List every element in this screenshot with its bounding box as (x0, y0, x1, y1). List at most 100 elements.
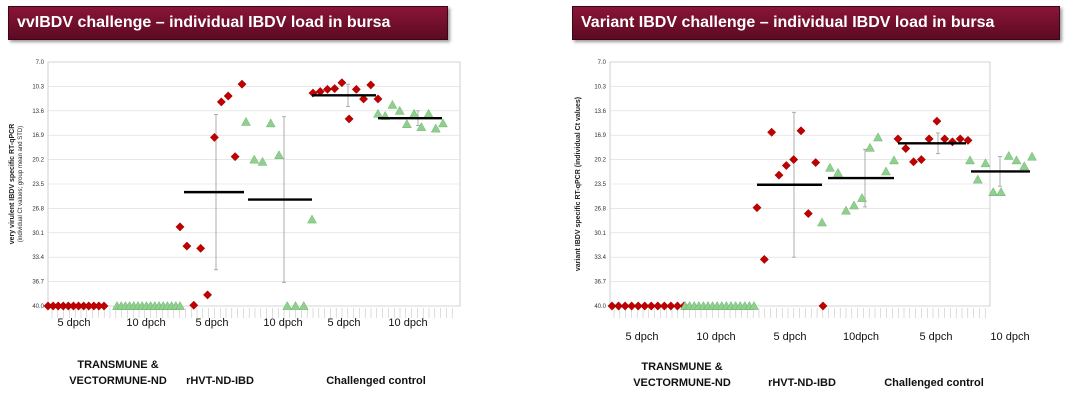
data-point-triangle (290, 301, 301, 310)
y-tick-label: 10.3 (32, 84, 44, 90)
data-point-diamond (237, 79, 247, 89)
x-group-label: VECTORMUNE-ND (633, 377, 731, 389)
data-point-diamond (99, 301, 109, 311)
x-category-label: 5 dpch (773, 331, 806, 343)
chart-title: vvIBDV challenge – individual IBDV load … (8, 6, 448, 40)
x-group-label: rHVT-ND-IBD (186, 375, 254, 387)
y-tick-label: 40.0 (594, 304, 606, 310)
data-point-diamond (752, 203, 762, 213)
y-tick-label: 16.9 (32, 133, 44, 139)
y-tick-label: 13.6 (32, 109, 44, 115)
x-group-label: VECTORMUNE-ND (69, 375, 167, 387)
y-tick-label: 23.5 (594, 182, 606, 188)
x-category-label: 10 dpch (990, 331, 1029, 343)
data-point-triangle (1011, 155, 1022, 165)
x-group-label: TRANSMUNE & (77, 359, 158, 371)
data-point-triangle (274, 150, 284, 159)
y-tick-label: 26.8 (594, 206, 606, 212)
data-point-diamond (196, 243, 206, 253)
data-point-triangle (849, 200, 859, 210)
data-point-diamond (767, 127, 777, 137)
data-point-diamond (789, 155, 799, 165)
data-point-triangle (298, 301, 309, 310)
y-tick-label: 16.9 (594, 133, 606, 139)
data-point-diamond (666, 301, 676, 311)
data-point-diamond (175, 222, 185, 232)
data-point-triangle (257, 156, 268, 166)
data-point-diamond (614, 301, 624, 311)
data-point-diamond (322, 84, 332, 94)
data-point-diamond (803, 209, 813, 219)
data-point-triangle (980, 158, 991, 168)
x-category-label: 10 dpch (263, 317, 302, 329)
y-tick-label: 26.8 (32, 206, 44, 212)
x-group-label: TRANSMUNE & (641, 361, 722, 373)
y-tick-label: 23.5 (32, 182, 44, 188)
data-point-diamond (189, 300, 199, 310)
data-point-diamond (932, 116, 942, 126)
data-point-diamond (366, 80, 376, 90)
data-point-triangle (249, 154, 260, 164)
data-point-diamond (359, 94, 369, 104)
data-point-triangle (881, 166, 891, 176)
x-category-label: 10 dpch (696, 331, 735, 343)
x-category-label: 10 dpch (388, 317, 427, 329)
chart-variant-ibdv: 7.0 10.3 13.6 16.9 20.2 23.5 26.8 30.1 33.4 36.7 4… (575, 60, 1037, 389)
data-point-triangle (996, 187, 1006, 196)
data-point-diamond (659, 301, 669, 311)
y-axis-label: very virulent IBDV specific RT-qPCR (9, 124, 16, 245)
y-tick-label: 10.3 (594, 84, 606, 90)
data-point-triangle (972, 174, 983, 184)
x-category-label: 5 dpch (327, 317, 360, 329)
data-point-triangle (749, 301, 759, 310)
data-point-diamond (620, 301, 630, 311)
x-group-label: rHVT-ND-IBD (768, 377, 836, 389)
y-tick-label: 30.1 (594, 231, 606, 237)
data-point-diamond (330, 84, 340, 94)
data-point-triangle (394, 105, 405, 115)
data-point-triangle (965, 155, 975, 165)
data-point-diamond (796, 126, 806, 136)
data-point-diamond (901, 144, 911, 153)
chart-vvibdv: 7.0 10.3 13.6 16.9 20.2 23.5 26.8 30.1 33.4 36.7 4… (9, 60, 461, 387)
y-tick-label: 13.6 (594, 109, 606, 115)
data-point-triangle (438, 118, 448, 128)
data-point-triangle (857, 193, 867, 202)
data-point-diamond (640, 301, 650, 311)
data-point-diamond (203, 290, 213, 300)
data-point-triangle (265, 118, 276, 128)
data-point-diamond (344, 114, 354, 124)
data-point-triangle (1003, 150, 1014, 160)
data-point-triangle (825, 162, 835, 172)
data-point-triangle (430, 123, 441, 133)
y-tick-label: 20.2 (32, 158, 44, 164)
x-category-label: 10dpch (843, 331, 879, 343)
chart-title: Variant IBDV challenge – individual IBDV… (572, 6, 1060, 40)
y-tick-label: 20.2 (594, 158, 606, 164)
data-point-triangle (1027, 151, 1037, 161)
x-category-label: 5 dpch (57, 317, 90, 329)
data-point-diamond (653, 301, 663, 311)
y-tick-label: 36.7 (594, 280, 606, 286)
data-point-diamond (337, 78, 347, 88)
data-point-triangle (402, 119, 412, 128)
data-point-diamond (774, 170, 784, 180)
data-point-diamond (646, 301, 656, 311)
data-point-diamond (351, 84, 361, 94)
data-point-triangle (387, 99, 398, 109)
y-axis-sublabel: (individual Ct values; group mean and ST… (18, 126, 24, 242)
data-point-diamond (811, 158, 821, 168)
data-point-diamond (909, 157, 919, 167)
data-point-triangle (241, 116, 251, 126)
data-point-diamond (781, 161, 791, 170)
data-point-triangle (988, 187, 999, 196)
data-point-diamond (633, 301, 643, 311)
x-category-label: 5 dpch (919, 331, 952, 343)
data-point-diamond (230, 152, 240, 162)
data-point-triangle (841, 205, 851, 215)
x-group-label: Challenged control (326, 375, 426, 387)
y-tick-label: 7.0 (598, 60, 607, 66)
y-tick-label: 33.4 (32, 255, 44, 261)
data-point-triangle (175, 301, 185, 310)
data-point-diamond (308, 88, 318, 98)
